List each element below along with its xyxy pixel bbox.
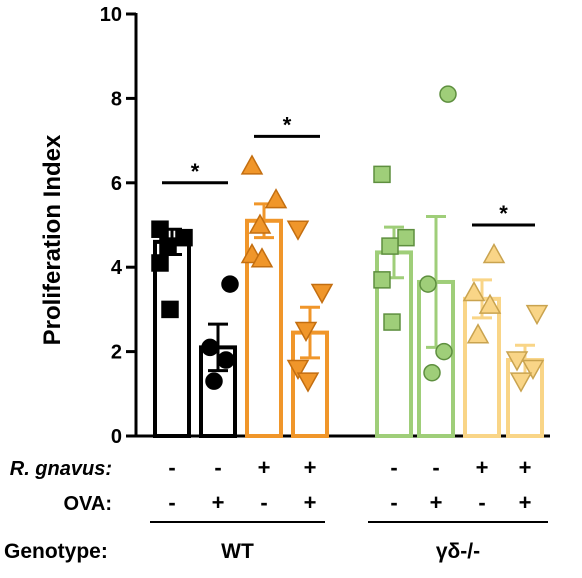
bar-group-7 xyxy=(505,304,549,439)
bar-6 xyxy=(463,296,501,438)
point-7-1 xyxy=(505,351,529,372)
point-2-1 xyxy=(264,188,288,209)
sign-0-5: - xyxy=(432,455,439,480)
sign-0-4: - xyxy=(390,455,397,480)
point-7-0 xyxy=(525,304,549,326)
sign-1-0: - xyxy=(168,490,175,515)
point-1-1 xyxy=(201,338,219,357)
point-7-2 xyxy=(521,359,545,381)
point-0-2 xyxy=(159,237,177,255)
sign-1-2: - xyxy=(260,490,267,515)
point-1-2 xyxy=(217,351,235,369)
genotype-label: Genotype: xyxy=(4,540,108,563)
sign-1-4: - xyxy=(390,490,397,515)
sign-0-1: - xyxy=(214,455,221,480)
bar-group-5 xyxy=(417,85,457,438)
sign-1-3: + xyxy=(304,490,317,515)
bar-group-1 xyxy=(199,275,239,439)
plot-area: 0 2 4 6 8 10 * * * R. gnavus: - - + + - - + + OVA: - + - + - + - +… xyxy=(4,4,550,563)
point-0-3 xyxy=(151,254,169,272)
bar-group-0 xyxy=(151,220,193,438)
point-0-0 xyxy=(151,220,169,238)
point-2-0 xyxy=(240,154,264,175)
y-tick-label-4: 8 xyxy=(111,88,122,110)
y-tick-label-1: 2 xyxy=(111,342,122,364)
y-tick-label-2: 4 xyxy=(111,257,123,279)
point-6-0 xyxy=(482,242,506,264)
point-1-0 xyxy=(221,275,239,293)
point-5-1 xyxy=(419,275,437,293)
point-4-3 xyxy=(373,271,391,289)
sign-0-7: + xyxy=(519,455,532,480)
point-6-1 xyxy=(462,280,486,302)
point-3-2 xyxy=(294,321,318,343)
point-3-4 xyxy=(296,372,320,393)
group-label-0: WT xyxy=(221,540,254,563)
y-tick-label-0: 0 xyxy=(111,426,122,448)
sign-1-6: - xyxy=(478,490,485,515)
point-1-3 xyxy=(205,372,223,390)
point-2-2 xyxy=(248,213,272,234)
bar-group-4 xyxy=(373,165,415,438)
sign-0-2: + xyxy=(258,455,271,480)
row-label-0: R. gnavus: xyxy=(10,458,112,480)
group-label-1: γδ-/- xyxy=(436,540,480,563)
row-label-1: OVA: xyxy=(63,493,112,515)
sig-star-1: * xyxy=(283,112,292,137)
point-0-1 xyxy=(175,228,193,247)
point-7-3 xyxy=(509,372,533,393)
y-axis-label: Proliferation Index xyxy=(39,134,66,345)
point-3-3 xyxy=(286,359,310,381)
point-3-0 xyxy=(286,220,310,241)
sign-1-1: + xyxy=(212,490,225,515)
point-5-2 xyxy=(435,342,453,361)
sign-0-0: - xyxy=(168,455,175,480)
point-3-1 xyxy=(310,283,334,305)
sign-0-6: + xyxy=(476,455,489,480)
sig-star-0: * xyxy=(191,159,200,184)
point-6-3 xyxy=(466,323,490,344)
sign-1-7: + xyxy=(519,490,532,515)
point-4-4 xyxy=(383,313,401,331)
sig-star-2: * xyxy=(499,201,508,226)
bar-group-3 xyxy=(286,220,334,438)
y-tick-label-5: 10 xyxy=(100,4,122,26)
point-0-4 xyxy=(161,300,179,319)
point-5-3 xyxy=(423,363,441,382)
point-4-2 xyxy=(381,237,399,255)
point-2-4 xyxy=(250,247,274,268)
point-5-0 xyxy=(439,85,457,103)
point-6-2 xyxy=(478,293,502,314)
bar-group-6 xyxy=(462,242,506,438)
point-4-0 xyxy=(373,165,391,184)
point-4-1 xyxy=(397,228,415,247)
y-tick-label-3: 6 xyxy=(111,173,122,195)
sign-0-3: + xyxy=(304,455,317,480)
bar-group-2 xyxy=(240,154,288,438)
sign-1-5: + xyxy=(430,490,443,515)
